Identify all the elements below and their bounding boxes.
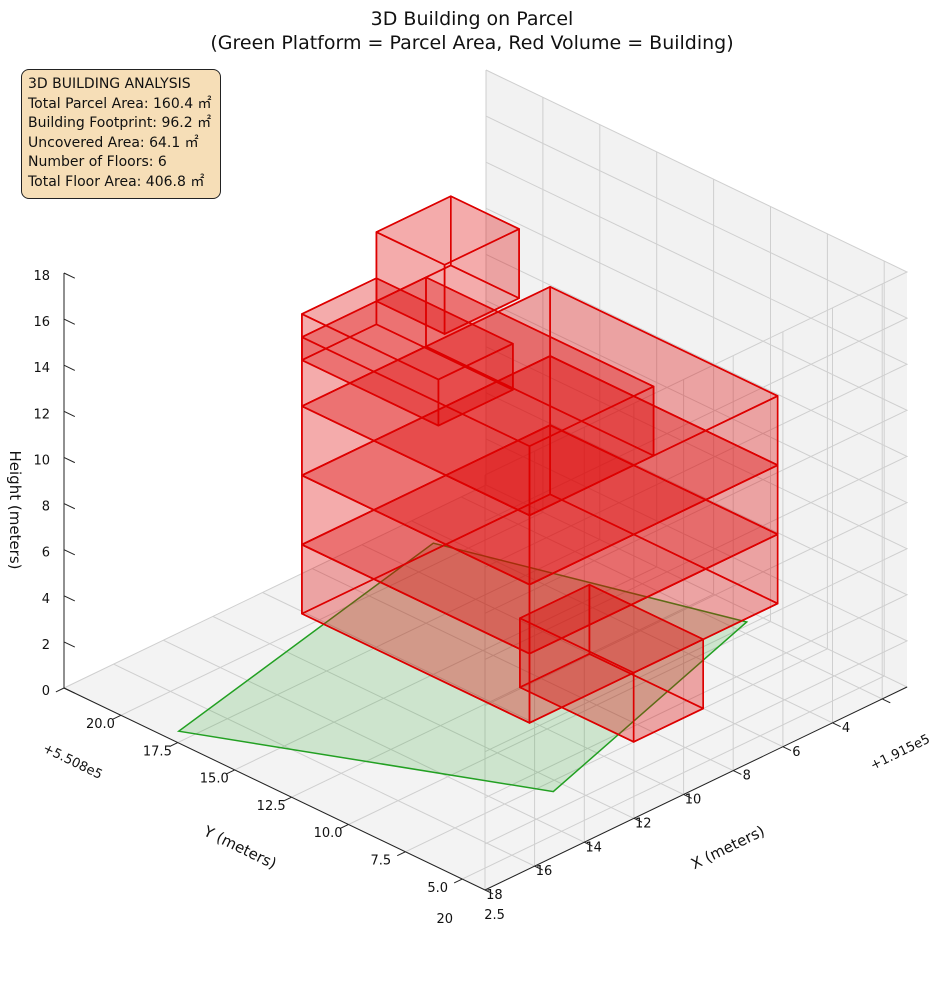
z-axis-label: Height (meters)	[6, 451, 24, 570]
info-box: 3D BUILDING ANALYSIS Total Parcel Area: …	[21, 69, 221, 199]
x-tick	[226, 769, 235, 775]
x-tick-label: 7.5	[370, 853, 391, 868]
x-tick-label: 10.0	[314, 826, 343, 841]
z-tick-label: 10	[33, 453, 50, 468]
z-tick-label: 0	[42, 684, 50, 699]
info-box-line: Uncovered Area: 64.1 ㎡	[28, 134, 199, 151]
axis-lines	[63, 273, 908, 891]
z-tick	[63, 410, 76, 417]
x-tick-label: 5.0	[427, 881, 448, 896]
y-tick-label: 4	[842, 721, 850, 736]
grid-line-z	[484, 69, 909, 476]
x-tick	[453, 878, 463, 884]
y-tick-label: 14	[585, 840, 602, 855]
x-tick-label: 17.5	[143, 744, 172, 759]
x-tick	[55, 687, 65, 693]
y-tick	[534, 865, 543, 871]
z-tick-label: 6	[42, 546, 50, 561]
z-tick-label: 12	[33, 407, 50, 422]
y-axis-line	[484, 686, 908, 891]
info-box-line: Number of Floors: 6	[28, 154, 167, 170]
z-tick	[63, 364, 76, 371]
y-tick	[484, 889, 494, 895]
y-tick-label: 10	[685, 793, 702, 808]
block-top-face	[301, 277, 514, 381]
z-tick	[63, 318, 76, 325]
info-box-line: Building Footprint: 96.2 ㎡	[28, 115, 212, 131]
z-tick	[63, 272, 76, 279]
x-tick	[283, 796, 292, 802]
x-offset-label: +1.915e5	[868, 732, 932, 774]
grid-line-z	[484, 300, 909, 707]
z-tick-label: 2	[42, 638, 50, 653]
x-axis-line	[63, 687, 486, 891]
y-offset-label: +5.508e5	[40, 741, 104, 783]
x-tick-label: 2.5	[484, 908, 505, 923]
chart-title: 3D Building on Parcel	[371, 8, 574, 30]
y-tick-label: 6	[792, 745, 800, 760]
y-tick	[633, 817, 643, 823]
x-tick	[112, 714, 122, 720]
z-tick-label: 18	[33, 269, 50, 284]
info-box-line: Total Parcel Area: 160.4 ㎡	[28, 95, 212, 112]
grid-line-z	[484, 346, 909, 753]
z-tick	[63, 595, 76, 602]
z-tick	[63, 456, 76, 464]
tick-marks: 2.5 5.0 7.5 10.0 12.5 15.0 17.5 20.0 4 6 8 10 12 14 16…	[33, 269, 891, 927]
x-tick-label: 20.0	[86, 717, 115, 732]
y-tick	[584, 841, 593, 847]
pane-y	[486, 70, 907, 687]
z-tick-label: 8	[42, 500, 50, 515]
z-tick	[63, 641, 76, 648]
z-tick-label: 14	[33, 361, 50, 376]
y-tick-label: 12	[635, 816, 652, 831]
y-tick-label: 16	[536, 864, 553, 879]
grid-line-z	[484, 161, 909, 568]
z-tick-label: 4	[42, 592, 50, 607]
x-tick	[397, 851, 406, 857]
y-tick	[733, 770, 742, 775]
block-top-face	[375, 195, 520, 266]
grid-line-z	[484, 438, 909, 845]
x-tick-label: 12.5	[257, 799, 286, 814]
grid-line-z	[484, 115, 909, 522]
x-tick	[340, 824, 349, 829]
y-tick-label: 18	[486, 888, 503, 903]
grid-line-z	[484, 207, 909, 614]
x-tick-label: 15.0	[200, 772, 229, 787]
info-box-line: Total Floor Area: 406.8 ㎡	[28, 173, 205, 190]
y-tick-label: 20	[436, 912, 453, 927]
y-tick	[683, 794, 692, 799]
info-box-title: 3D BUILDING ANALYSIS	[28, 76, 191, 92]
z-tick	[63, 503, 76, 510]
x-tick	[169, 742, 179, 747]
y-tick	[832, 722, 841, 728]
z-tick	[63, 549, 76, 556]
building-volume	[301, 195, 779, 743]
y-tick-label: 8	[743, 769, 751, 784]
y-axis-label: Y (meters)	[200, 822, 279, 873]
y-tick	[782, 746, 792, 752]
y-tick	[881, 698, 891, 704]
grid-line-z	[484, 392, 909, 799]
chart-subtitle: (Green Platform = Parcel Area, Red Volum…	[210, 32, 733, 54]
z-tick	[63, 687, 76, 694]
z-tick-label: 16	[33, 315, 50, 330]
x-axis-label: X (meters)	[688, 822, 768, 873]
